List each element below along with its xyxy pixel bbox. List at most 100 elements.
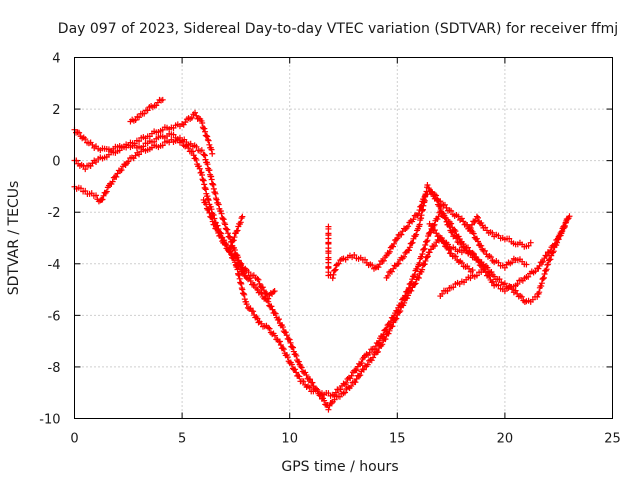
- data-point: [295, 372, 302, 379]
- data-point: [290, 344, 297, 351]
- data-point: [518, 293, 525, 300]
- data-point: [536, 262, 543, 269]
- data-point: [460, 218, 467, 225]
- data-point: [226, 233, 233, 240]
- data-point: [255, 276, 262, 283]
- data-point: [532, 268, 539, 275]
- data-point: [136, 151, 143, 158]
- data-point: [368, 357, 375, 364]
- data-point: [431, 242, 438, 249]
- data-point: [103, 188, 110, 195]
- data-point: [257, 289, 264, 296]
- data-point: [348, 372, 355, 379]
- x-tick-label: 15: [389, 432, 406, 447]
- data-point: [405, 284, 412, 291]
- data-point: [514, 280, 521, 287]
- data-point: [549, 249, 556, 256]
- data-point: [325, 406, 332, 413]
- data-point: [394, 308, 401, 315]
- data-point: [406, 244, 413, 251]
- data-point: [204, 136, 211, 143]
- data-point: [193, 143, 200, 150]
- data-point: [265, 324, 272, 331]
- data-point: [232, 254, 239, 261]
- data-point: [198, 147, 205, 154]
- series-arc-6: [226, 213, 246, 255]
- data-point: [383, 326, 390, 333]
- data-point: [405, 287, 412, 294]
- data-point: [458, 259, 465, 266]
- data-point: [288, 361, 295, 368]
- data-point: [509, 259, 516, 266]
- data-point: [360, 366, 367, 373]
- data-point: [428, 188, 435, 195]
- data-point: [555, 236, 562, 243]
- data-point: [279, 345, 286, 352]
- data-point: [250, 308, 257, 315]
- data-point: [277, 341, 284, 348]
- series-arc-11: [437, 267, 487, 300]
- x-axis-label: GPS time / hours: [281, 459, 398, 475]
- data-point: [445, 241, 452, 248]
- data-point: [332, 266, 339, 273]
- data-point: [236, 220, 243, 227]
- data-point: [438, 235, 445, 242]
- data-point: [332, 389, 339, 396]
- data-point: [469, 267, 476, 274]
- data-point: [457, 239, 464, 246]
- data-point: [402, 226, 409, 233]
- data-point: [93, 192, 100, 199]
- data-point: [222, 241, 229, 248]
- data-point: [211, 221, 218, 228]
- data-point: [501, 280, 508, 287]
- data-point: [444, 288, 451, 295]
- data-point: [188, 114, 195, 121]
- data-point: [566, 213, 573, 220]
- data-point: [418, 253, 425, 260]
- data-point: [442, 214, 449, 221]
- data-point: [391, 314, 398, 321]
- data-point: [440, 210, 447, 217]
- data-point: [141, 110, 148, 117]
- data-point: [245, 269, 252, 276]
- data-point: [303, 372, 310, 379]
- data-point: [344, 375, 351, 382]
- data-point: [496, 276, 503, 283]
- data-point: [337, 386, 344, 393]
- data-point: [380, 331, 387, 338]
- data-point: [488, 269, 495, 276]
- data-point: [450, 284, 457, 291]
- data-point: [469, 221, 476, 228]
- data-point: [306, 384, 313, 391]
- data-point: [279, 324, 286, 331]
- data-point: [408, 280, 415, 287]
- series-arc-2: [71, 130, 248, 279]
- data-point: [204, 161, 211, 168]
- data-point: [561, 222, 568, 229]
- data-point: [424, 237, 431, 244]
- data-point: [229, 238, 236, 245]
- data-point: [389, 243, 396, 250]
- series-arc-8: [325, 188, 530, 282]
- series-arc-4: [127, 96, 166, 125]
- x-tick-label: 5: [178, 432, 186, 447]
- data-point: [405, 223, 412, 230]
- data-point: [82, 136, 89, 143]
- data-point: [509, 286, 516, 293]
- data-point: [559, 228, 566, 235]
- data-point: [76, 129, 83, 136]
- data-point: [239, 286, 246, 293]
- data-point: [542, 267, 549, 274]
- data-point: [201, 152, 208, 159]
- data-point: [384, 272, 391, 279]
- data-point: [402, 249, 409, 256]
- data-point: [415, 275, 422, 282]
- data-point: [455, 213, 462, 220]
- data-point: [209, 218, 216, 225]
- x-tick-labels: 0 5 10 15 20 25: [70, 432, 620, 447]
- data-point: [387, 318, 394, 325]
- data-point: [236, 259, 243, 266]
- x-tick-label: 10: [281, 432, 298, 447]
- data-point: [439, 290, 446, 297]
